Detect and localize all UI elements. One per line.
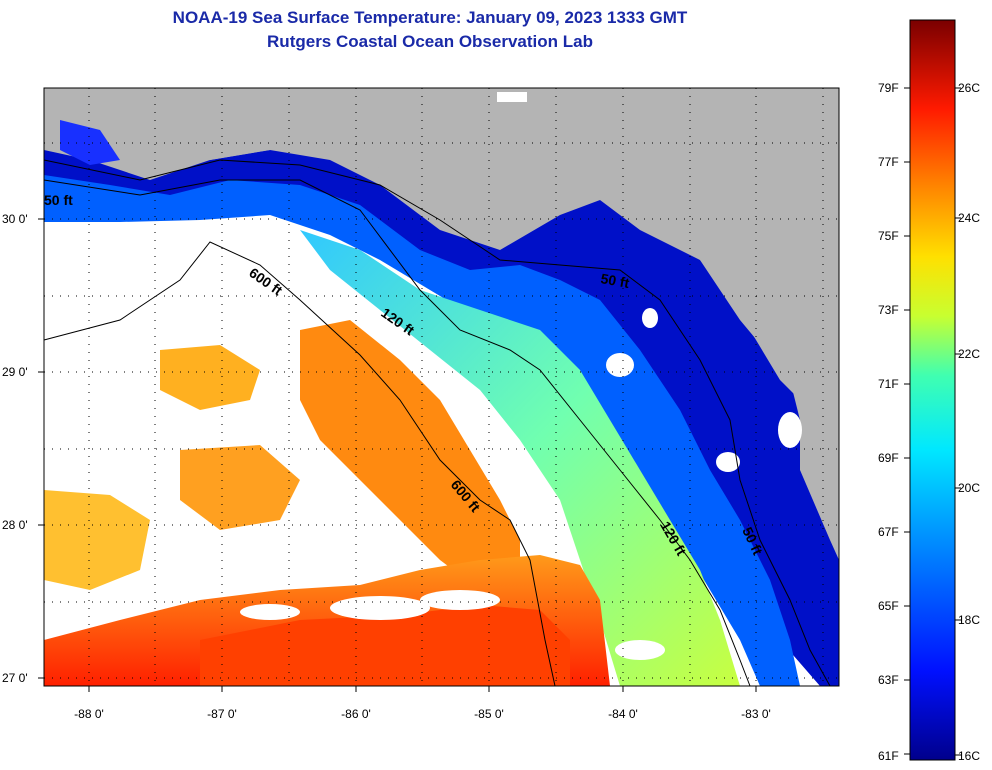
colorbar: 79F 77F 75F 73F 71F 69F 67F 65F 63F 61F … (878, 19, 980, 763)
contour-line-600ft (43, 241, 556, 687)
colorbar-c-label: 22C (958, 347, 980, 361)
lon-tick-label: -84 0' (608, 707, 638, 721)
map-border (43, 87, 840, 687)
lat-tick-label: 28 0' (2, 518, 28, 532)
colorbar-f-label: 75F (878, 229, 899, 243)
contour-label: 50 ft (44, 192, 73, 208)
lon-tick-label: -88 0' (74, 707, 104, 721)
cloud-patch (420, 590, 500, 610)
lon-tick-label: -87 0' (207, 707, 237, 721)
loop-current-warm-water (200, 605, 570, 686)
lon-tick-label: -85 0' (474, 707, 504, 721)
lon-tick-label: -86 0' (341, 707, 371, 721)
contour-label: 50 ft (599, 270, 630, 291)
map-frame: 50 ft 120 ft 600 ft 600 ft 120 ft 50 ft … (43, 87, 840, 687)
coastal-bay (60, 120, 120, 165)
colorbar-c-label: 24C (958, 211, 980, 225)
warm-water-patch (160, 345, 260, 410)
colorbar-f-label: 73F (878, 303, 899, 317)
warm-water-patch (44, 490, 150, 590)
colorbar-f-label: 63F (878, 673, 899, 687)
colorbar-gradient (909, 19, 956, 761)
cold-coastal-water (44, 150, 839, 686)
cloud-patch (615, 640, 665, 660)
colorbar-f-label: 69F (878, 451, 899, 465)
map-title: NOAA-19 Sea Surface Temperature: January… (172, 8, 688, 27)
cloud-patch (642, 308, 658, 328)
contour-line-50ft (43, 159, 831, 687)
lat-tick-label: 29 0' (2, 365, 28, 379)
warm-water-patch (300, 320, 520, 590)
cloud-patch (716, 452, 740, 472)
lon-tick-label: -83 0' (741, 707, 771, 721)
colorbar-f-label: 77F (878, 155, 899, 169)
colorbar-c-label: 26C (958, 81, 980, 95)
cloud-patch (497, 92, 527, 102)
colorbar-f-label: 61F (878, 749, 899, 763)
warm-water-patch (180, 445, 300, 530)
contour-line-120ft (43, 179, 751, 687)
colorbar-c-label: 16C (958, 749, 980, 763)
colorbar-c-label: 18C (958, 613, 980, 627)
mid-shelf-water (300, 230, 740, 686)
colorbar-f-label: 71F (878, 377, 899, 391)
cloud-patch (606, 353, 634, 377)
lat-tick-label: 30 0' (2, 212, 28, 226)
map-subtitle: Rutgers Coastal Ocean Observation Lab (267, 32, 593, 51)
colorbar-f-label: 67F (878, 525, 899, 539)
cloud-patch (330, 596, 430, 620)
lat-tick-label: 27 0' (2, 671, 28, 685)
colorbar-f-label: 65F (878, 599, 899, 613)
cool-shelf-water (44, 175, 800, 686)
cloud-patch (240, 604, 300, 620)
colorbar-c-label: 20C (958, 481, 980, 495)
florida-peninsula (560, 88, 839, 540)
northern-coastline (44, 88, 839, 195)
cloud-patch (778, 412, 802, 448)
colorbar-f-label: 79F (878, 81, 899, 95)
axis-ticks (38, 218, 757, 692)
